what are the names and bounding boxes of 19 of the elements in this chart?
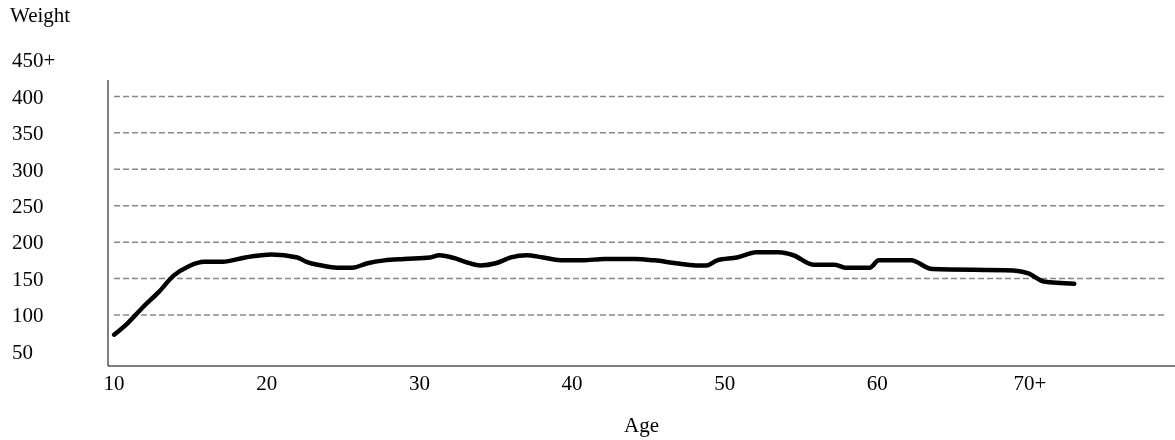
x-tick-label: 40 xyxy=(561,371,583,395)
x-tick-label: 60 xyxy=(866,371,888,395)
y-tick-label: 300 xyxy=(12,157,44,182)
x-tick-label: 20 xyxy=(256,371,278,395)
y-tick-label: 450+ xyxy=(12,48,56,73)
y-tick-label: 150 xyxy=(12,266,44,291)
x-tick-label: 70+ xyxy=(1013,371,1047,395)
y-tick-label: 400 xyxy=(12,84,44,109)
x-tick-label: 10 xyxy=(103,371,125,395)
x-axis-title: Age xyxy=(624,413,659,437)
y-tick-label: 250 xyxy=(12,194,44,219)
x-tick-label: 30 xyxy=(408,371,430,395)
line-series xyxy=(111,250,1077,337)
y-axis-title: Weight xyxy=(10,3,71,27)
y-tick-label: 100 xyxy=(12,303,44,328)
y-tick-label: 350 xyxy=(12,121,44,146)
x-tick-label: 50 xyxy=(714,371,736,395)
y-tick-label: 50 xyxy=(12,339,33,364)
y-tick-label: 200 xyxy=(12,230,44,255)
